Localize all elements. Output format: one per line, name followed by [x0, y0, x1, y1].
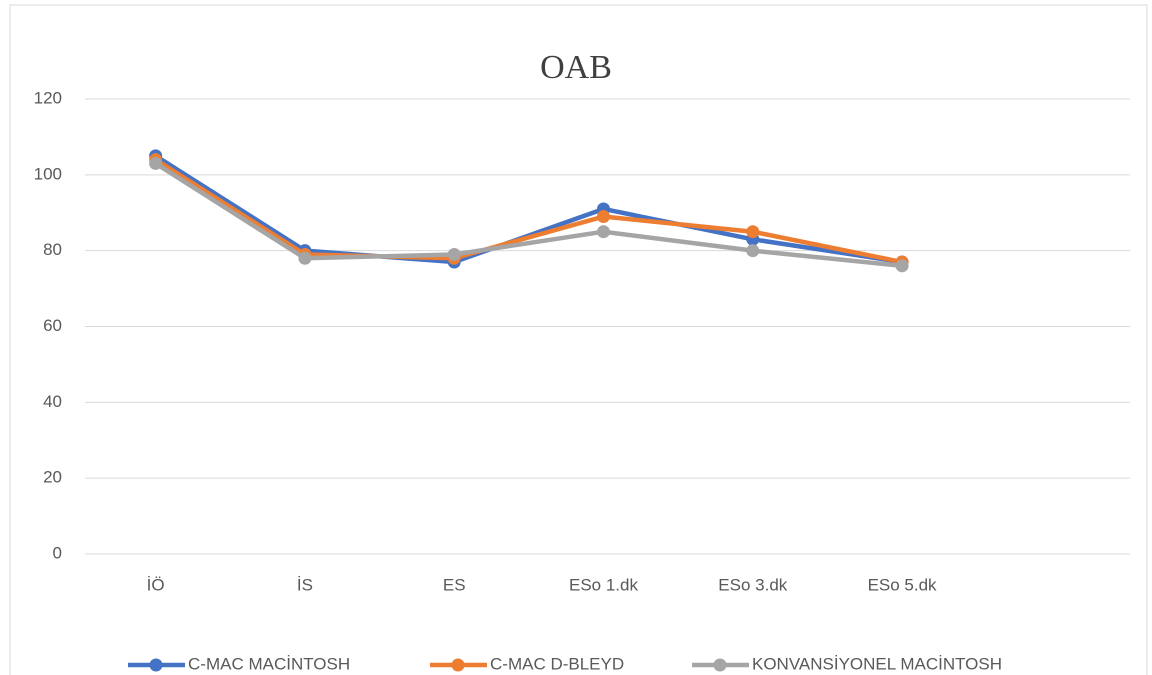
legend-marker [149, 658, 163, 672]
legend-marker [451, 658, 465, 672]
data-point [895, 259, 909, 273]
y-tick-label: 60 [43, 316, 62, 335]
series-line [154, 157, 903, 265]
data-point [597, 225, 610, 239]
x-tick-label: İS [297, 575, 313, 594]
x-tick-label: ESo 1.dk [569, 575, 638, 594]
chart-border [9, 4, 1148, 675]
chart-title: OAB [540, 49, 612, 86]
x-tick-label: ESo 5.dk [868, 575, 937, 594]
data-point [746, 244, 760, 258]
y-tick-label: 120 [34, 88, 62, 107]
series-line [154, 161, 903, 269]
data-point [597, 210, 610, 224]
data-point [149, 156, 163, 170]
y-tick-label: 100 [34, 164, 62, 183]
legend-marker [713, 658, 727, 672]
data-point [298, 251, 312, 265]
data-point [746, 225, 760, 239]
y-tick-label: 40 [43, 392, 62, 411]
x-tick-label: İÖ [147, 575, 165, 594]
y-tick-label: 80 [43, 240, 62, 259]
legend-label: C-MAC MACİNTOSH [188, 654, 350, 673]
data-point [447, 247, 461, 261]
x-tick-label: ES [443, 575, 466, 594]
legend-label: C-MAC D-BLEYD [490, 654, 624, 673]
x-tick-label: ESo 3.dk [718, 575, 787, 594]
y-tick-label: 20 [43, 468, 62, 487]
y-tick-label: 0 [53, 543, 62, 562]
legend-label: KONVANSİYONEL MACİNTOSH [752, 654, 1002, 673]
